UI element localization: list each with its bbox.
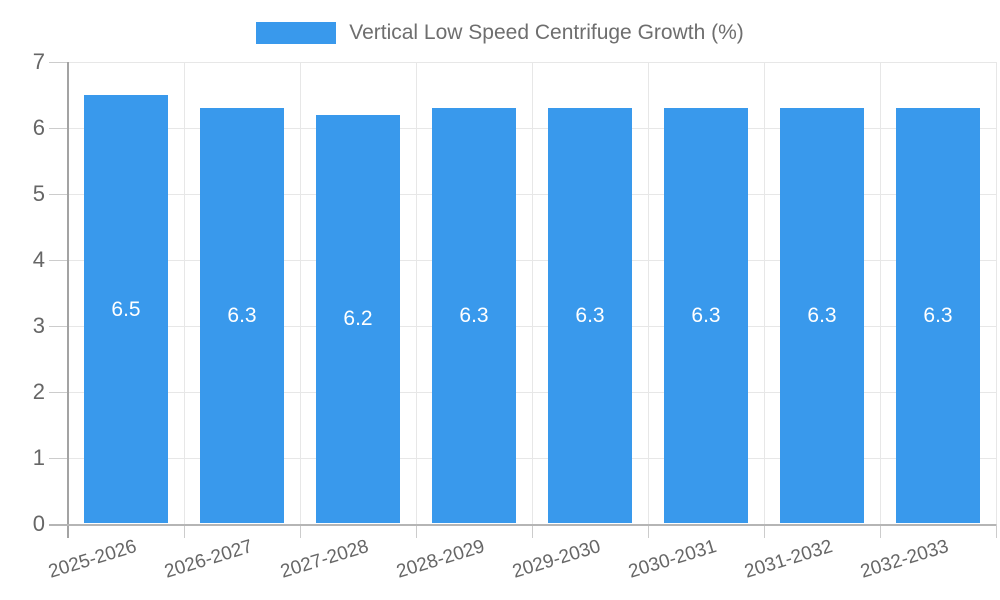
x-axis	[49, 524, 996, 526]
y-axis-tick	[49, 326, 68, 327]
x-gridline	[996, 62, 997, 524]
bar-value-label: 6.3	[807, 304, 837, 328]
bar-value-label: 6.3	[227, 304, 257, 328]
bar[interactable]	[664, 108, 748, 523]
y-axis-tick-label: 3	[32, 313, 45, 338]
x-axis-tick	[648, 524, 649, 538]
x-axis-tick	[300, 524, 301, 538]
x-gridline	[184, 62, 185, 524]
x-gridline	[764, 62, 765, 524]
y-axis-tick	[49, 458, 68, 459]
y-axis-tick	[49, 260, 68, 261]
x-axis-category-label: 2032-2033	[858, 536, 952, 583]
x-axis-tick	[996, 524, 997, 538]
x-gridline	[416, 62, 417, 524]
y-axis-tick-label: 1	[32, 445, 45, 470]
y-axis-tick-label: 2	[32, 379, 45, 404]
bar-value-label: 6.3	[575, 304, 605, 328]
x-gridline	[880, 62, 881, 524]
bar[interactable]	[896, 108, 980, 523]
bar[interactable]	[200, 108, 284, 523]
legend-swatch[interactable]	[256, 22, 337, 44]
bar-value-label: 6.3	[459, 304, 489, 328]
y-axis-tick-label: 0	[32, 511, 45, 536]
y-axis-tick-label: 7	[32, 49, 45, 74]
y-axis	[67, 62, 69, 538]
y-axis-tick	[49, 392, 68, 393]
x-axis-tick	[532, 524, 533, 538]
bar[interactable]	[780, 108, 864, 523]
x-gridline	[648, 62, 649, 524]
x-gridline	[300, 62, 301, 524]
bar[interactable]	[84, 95, 168, 523]
legend-series-label[interactable]: Vertical Low Speed Centrifuge Growth (%)	[349, 21, 744, 44]
bar[interactable]	[548, 108, 632, 523]
y-axis-tick	[49, 194, 68, 195]
x-axis-tick	[184, 524, 185, 538]
y-axis-tick-label: 4	[32, 247, 45, 272]
x-gridline	[532, 62, 533, 524]
y-axis-tick-label: 5	[32, 181, 45, 206]
chart-legend[interactable]: Vertical Low Speed Centrifuge Growth (%)	[0, 21, 1000, 45]
y-axis-tick-label: 6	[32, 115, 45, 140]
x-axis-tick	[880, 524, 881, 538]
y-axis-tick	[49, 128, 68, 129]
bar-value-label: 6.3	[923, 304, 953, 328]
bar[interactable]	[316, 114, 400, 523]
x-axis-tick	[764, 524, 765, 538]
bar-value-label: 6.2	[343, 307, 373, 331]
x-axis-tick	[416, 524, 417, 538]
bar-value-label: 6.5	[111, 297, 141, 321]
bar[interactable]	[432, 108, 516, 523]
y-axis-tick	[49, 62, 68, 63]
bar-value-label: 6.3	[691, 304, 721, 328]
